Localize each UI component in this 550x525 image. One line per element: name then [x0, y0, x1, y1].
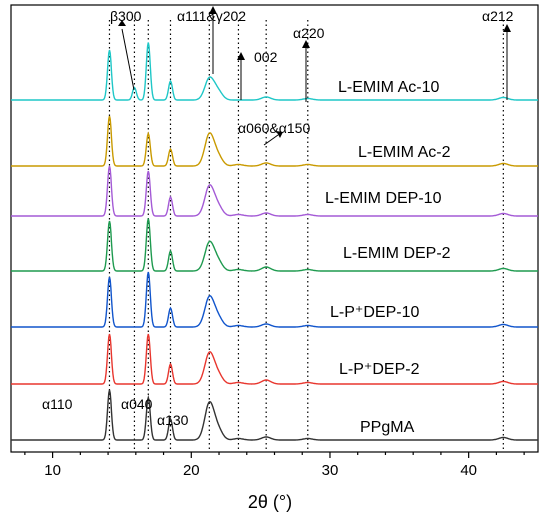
series-label-l-p-dep-2: L-P⁺DEP-2 [339, 361, 420, 378]
x-tick-label: 30 [322, 462, 339, 479]
x-tick-label: 20 [183, 462, 200, 479]
arrow-head-beta300 [118, 20, 126, 26]
arrow-head-alpha212 [503, 24, 511, 32]
annotation-alpha060-alpha150: α060&α150 [238, 120, 310, 136]
diffraction-curves [11, 42, 538, 441]
annotation-alpha212: α212 [482, 8, 514, 24]
annotation-alpha110: α110 [42, 396, 73, 412]
annotation-002: 002 [254, 49, 278, 65]
annotation-arrows [118, 6, 511, 146]
x-axis-label: 2θ (°) [248, 492, 292, 512]
series-label-ppgma: PPgMA [360, 419, 415, 436]
peak-annotations: β300 α111&γ202 002 α220 α212 α060&α150 α… [42, 8, 514, 428]
arrow-alpha060 [263, 134, 279, 146]
series-curve-0 [11, 42, 538, 101]
arrow-head-alpha111 [209, 6, 217, 14]
series-label-l-emim-ac-10: L-EMIM Ac-10 [338, 79, 439, 96]
series-label-l-emim-dep-2: L-EMIM DEP-2 [343, 245, 451, 262]
series-label-l-emim-dep-10: L-EMIM DEP-10 [325, 190, 442, 207]
series-curve-6 [11, 389, 538, 441]
annotation-alpha220: α220 [293, 25, 325, 41]
series-curve-4 [11, 271, 538, 328]
x-axis-ticks: 10 20 30 40 [24, 452, 525, 479]
x-tick-label: 10 [44, 462, 61, 479]
arrow-beta300 [121, 28, 135, 91]
annotation-alpha130: α130 [157, 412, 189, 428]
arrow-head-002 [237, 52, 245, 60]
annotation-beta300: β300 [110, 8, 142, 24]
annotation-alpha040: α040 [121, 396, 153, 412]
x-tick-label: 40 [460, 462, 477, 479]
arrow-head-alpha220 [302, 40, 310, 48]
series-curve-1 [11, 115, 538, 167]
series-curve-2 [11, 165, 538, 217]
plot-frame [10, 4, 539, 453]
series-curve-3 [11, 218, 538, 272]
arrow-head-alpha060 [276, 131, 283, 138]
series-curve-5 [11, 333, 538, 385]
peak-guide-lines [108, 20, 504, 452]
annotation-alpha111-gamma202: α111&γ202 [177, 8, 246, 24]
series-label-l-emim-ac-2: L-EMIM Ac-2 [358, 144, 451, 161]
series-labels: L-EMIM Ac-10 L-EMIM Ac-2 L-EMIM DEP-10 L… [325, 79, 451, 436]
series-label-l-p-dep-10: L-P⁺DEP-10 [330, 304, 419, 321]
